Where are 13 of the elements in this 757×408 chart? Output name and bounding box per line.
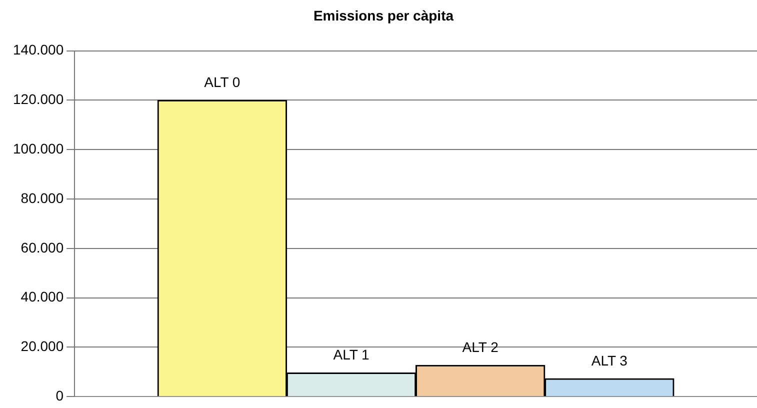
y-tick-label: 40.000 xyxy=(20,288,64,305)
chart-title: Emissions per càpita xyxy=(313,7,454,24)
y-tick-label: 20.000 xyxy=(20,338,64,354)
y-tick-label: 100.000 xyxy=(12,140,64,156)
x-tick-label: ALT 0 xyxy=(204,74,240,90)
y-tick-label: 140.000 xyxy=(12,42,64,58)
y-tick-label: 80.000 xyxy=(20,190,64,206)
x-tick-label: ALT 2 xyxy=(462,339,499,356)
y-tick-label: 60.000 xyxy=(20,239,64,256)
y-tick-label: 120.000 xyxy=(12,91,64,108)
y-tick-label: 0 xyxy=(56,387,64,404)
x-tick-label: ALT 3 xyxy=(591,352,628,368)
x-tick-label: ALT 1 xyxy=(333,346,370,363)
